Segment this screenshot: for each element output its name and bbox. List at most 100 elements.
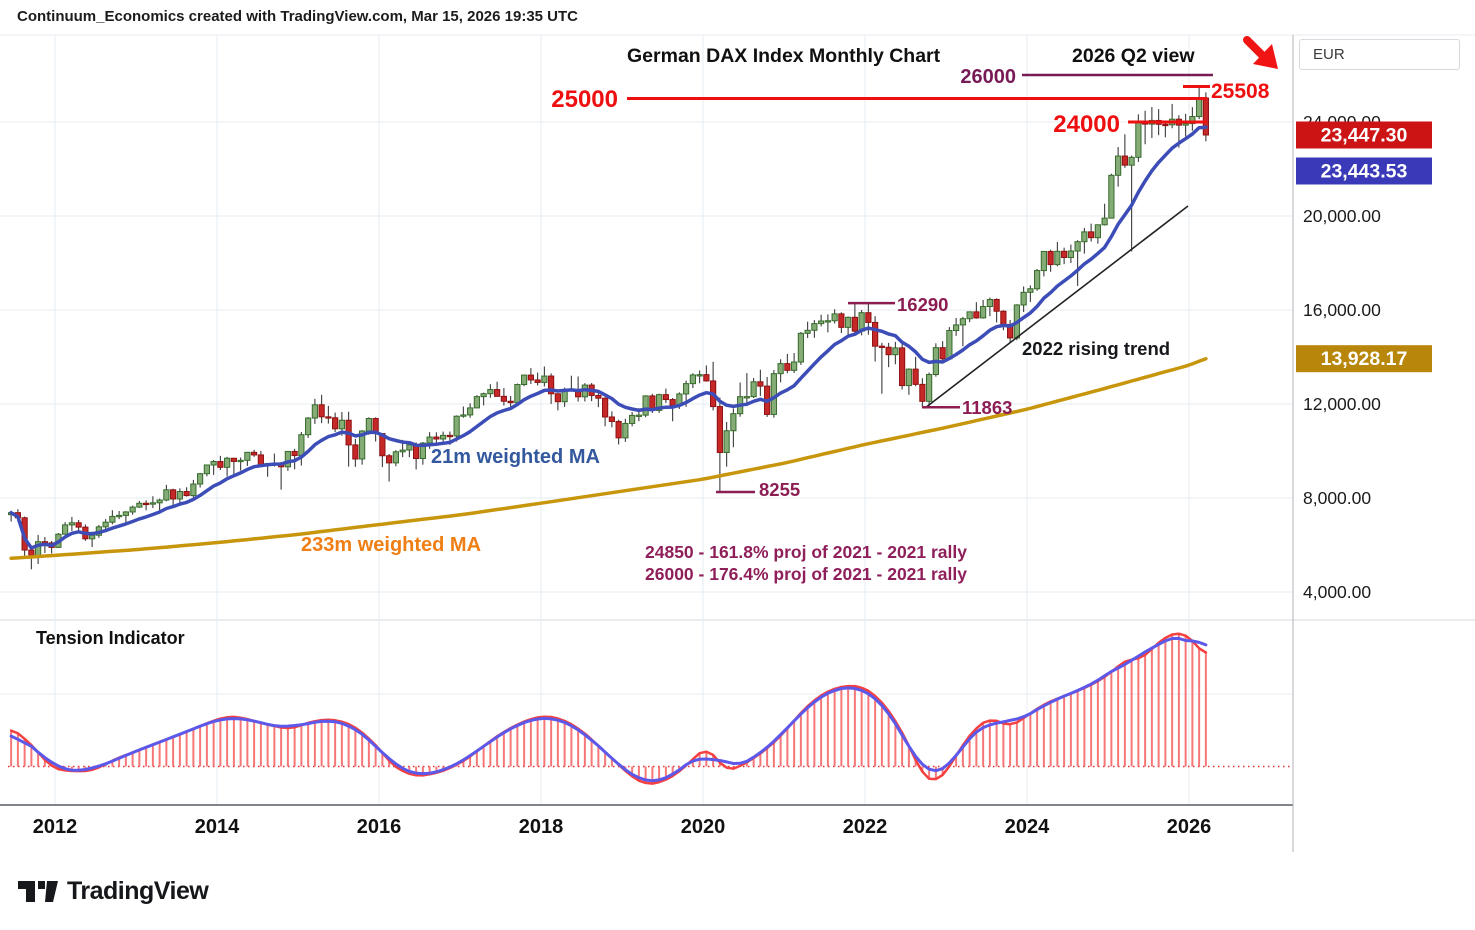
candle-body: [359, 430, 366, 460]
candle-body: [217, 461, 224, 468]
candle-body: [926, 374, 933, 402]
candle-body: [696, 374, 703, 377]
candle-body: [1121, 155, 1128, 166]
year-tick-label: 2024: [1005, 816, 1050, 838]
candle-body: [1094, 224, 1101, 239]
candle-body: [143, 502, 150, 506]
candle-body: [318, 404, 325, 418]
candle-body: [500, 395, 507, 402]
arrow-head: [1253, 44, 1278, 69]
candle-body: [757, 381, 764, 387]
currency-selector[interactable]: EUR: [1299, 39, 1460, 70]
candle-body: [716, 406, 723, 454]
candle-body: [797, 332, 804, 363]
candle-body: [980, 306, 987, 319]
candle-body: [1020, 291, 1027, 306]
candle-body: [831, 313, 838, 322]
candle-body: [406, 444, 413, 451]
candle-body: [224, 457, 231, 468]
price-badge: 23,447.30: [1296, 121, 1432, 149]
candle-body: [1202, 97, 1209, 136]
candle-body: [554, 393, 561, 403]
candle-body: [662, 394, 669, 401]
candle-body: [635, 414, 642, 417]
price-badge-value: 13,928.17: [1321, 348, 1408, 370]
candle-body: [824, 320, 831, 323]
candle-body: [251, 451, 258, 456]
candle-body: [426, 436, 433, 444]
candle-body: [170, 489, 177, 500]
candle-body: [514, 384, 521, 404]
candle-body: [1054, 250, 1061, 266]
candle-body: [838, 313, 845, 328]
candle-body: [642, 395, 649, 416]
candle-body: [156, 499, 163, 504]
candle-body: [440, 434, 447, 440]
candle-body: [399, 449, 406, 453]
candle-body: [332, 417, 339, 430]
candle-body: [1088, 231, 1095, 239]
time-axis[interactable]: [0, 805, 1293, 855]
candle-body: [257, 454, 264, 466]
candle-body: [102, 521, 109, 528]
candle-body: [1162, 123, 1169, 127]
candle-body: [521, 374, 528, 386]
candle-body: [298, 434, 305, 457]
candle-body: [365, 418, 372, 432]
candle-body: [237, 459, 244, 463]
price-tick-label: 20,000.00: [1303, 206, 1381, 226]
year-tick-label: 2026: [1167, 816, 1212, 838]
candle-body: [527, 374, 534, 381]
candle-body: [352, 444, 359, 460]
candle-body: [656, 394, 663, 411]
candle-body: [811, 323, 818, 331]
candle-body: [1034, 270, 1041, 290]
candle-body: [62, 524, 69, 535]
gridlines: [0, 35, 1293, 805]
candle-body: [784, 363, 791, 371]
candle-body: [1196, 97, 1203, 118]
price-badge: 13,928.17: [1296, 345, 1432, 373]
year-tick-label: 2012: [33, 816, 78, 838]
candle-body: [1040, 250, 1047, 272]
candle-body: [986, 298, 993, 308]
candle-body: [291, 450, 298, 457]
year-tick-label: 2014: [195, 816, 240, 838]
tension-indicator: [8, 632, 1290, 785]
price-badge-value: 23,443.53: [1321, 160, 1408, 182]
candle-body: [912, 368, 919, 385]
candle-body: [595, 394, 602, 399]
candle-body: [939, 347, 946, 360]
candle-body: [419, 442, 426, 460]
candle-body: [777, 363, 784, 375]
candle-body: [176, 491, 183, 500]
candle-body: [905, 368, 912, 387]
candle-body: [791, 361, 798, 371]
candle-body: [467, 407, 474, 416]
candle-body: [190, 483, 197, 497]
candle-body: [743, 396, 750, 399]
candle-body: [1135, 121, 1142, 158]
candle-body: [872, 321, 879, 347]
candle-body: [1067, 250, 1074, 258]
candle-body: [946, 329, 953, 360]
price-axis[interactable]: [1293, 35, 1475, 805]
candle-body: [730, 413, 737, 432]
candle-body: [197, 473, 204, 485]
tension-slow-line: [9, 636, 1208, 783]
candle-body: [89, 534, 96, 540]
candle-body: [433, 436, 440, 440]
candle-body: [386, 455, 393, 464]
candle-body: [1061, 250, 1068, 258]
ma-fast-line: [9, 125, 1208, 550]
year-tick-label: 2016: [357, 816, 402, 838]
candle-body: [68, 522, 75, 526]
trendline: [924, 205, 1189, 409]
candle-body: [136, 502, 143, 508]
candle-body: [305, 417, 312, 436]
candle-body: [548, 375, 555, 395]
year-tick-label: 2020: [681, 816, 726, 838]
candle-body: [919, 383, 926, 402]
candle-body: [669, 399, 676, 406]
